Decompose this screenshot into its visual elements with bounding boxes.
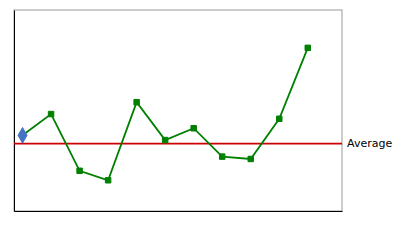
- marker: [134, 99, 139, 104]
- average-label: Average: [347, 137, 392, 150]
- chart-container: Average: [0, 0, 400, 225]
- average-line: [14, 143, 342, 145]
- marker: [48, 111, 53, 116]
- marker: [277, 116, 282, 121]
- marker: [219, 154, 224, 159]
- x-axis: [15, 211, 343, 212]
- plot-area: Average: [14, 10, 392, 212]
- y-axis: [14, 11, 15, 212]
- marks: [14, 45, 342, 183]
- marker: [162, 137, 167, 142]
- marker: [191, 125, 196, 130]
- plot-frame: [14, 10, 342, 211]
- first-marker: [18, 128, 27, 144]
- series-line: [23, 48, 308, 180]
- axis-line: [14, 11, 15, 212]
- axis-line: [15, 211, 343, 212]
- chart-svg: Average: [0, 0, 400, 225]
- marker: [77, 168, 82, 173]
- marker: [248, 156, 253, 161]
- markers: [18, 45, 310, 183]
- marker: [105, 178, 110, 183]
- marker: [305, 45, 310, 50]
